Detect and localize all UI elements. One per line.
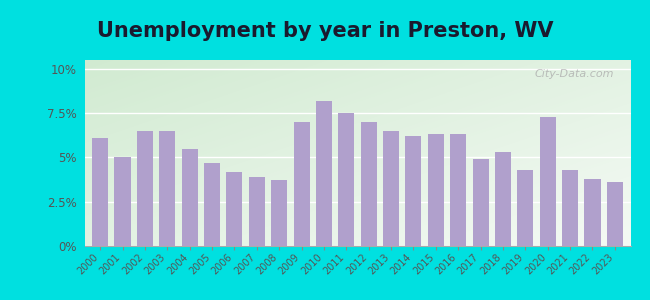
Bar bbox=[92, 138, 108, 246]
Bar bbox=[159, 131, 176, 246]
Bar bbox=[226, 172, 242, 246]
Bar bbox=[473, 159, 489, 246]
Bar bbox=[361, 122, 377, 246]
Bar bbox=[562, 170, 578, 246]
Bar bbox=[316, 101, 332, 246]
Bar bbox=[204, 163, 220, 246]
Bar bbox=[271, 181, 287, 246]
Text: Unemployment by year in Preston, WV: Unemployment by year in Preston, WV bbox=[97, 21, 553, 41]
Bar bbox=[137, 131, 153, 246]
Bar bbox=[495, 152, 511, 246]
Bar bbox=[383, 131, 399, 246]
Bar bbox=[114, 158, 131, 246]
Bar bbox=[294, 122, 309, 246]
Bar bbox=[338, 113, 354, 246]
Bar bbox=[249, 177, 265, 246]
Bar bbox=[584, 179, 601, 246]
Bar bbox=[540, 117, 556, 246]
Bar bbox=[406, 136, 421, 246]
Bar bbox=[517, 170, 534, 246]
Bar bbox=[450, 134, 466, 246]
Bar bbox=[181, 148, 198, 246]
Bar bbox=[428, 134, 444, 246]
Bar bbox=[607, 182, 623, 246]
Text: City-Data.com: City-Data.com bbox=[534, 69, 614, 79]
